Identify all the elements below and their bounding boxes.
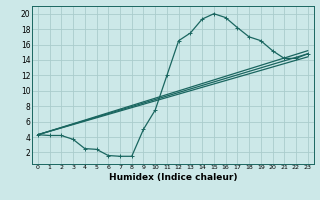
X-axis label: Humidex (Indice chaleur): Humidex (Indice chaleur) [108,173,237,182]
